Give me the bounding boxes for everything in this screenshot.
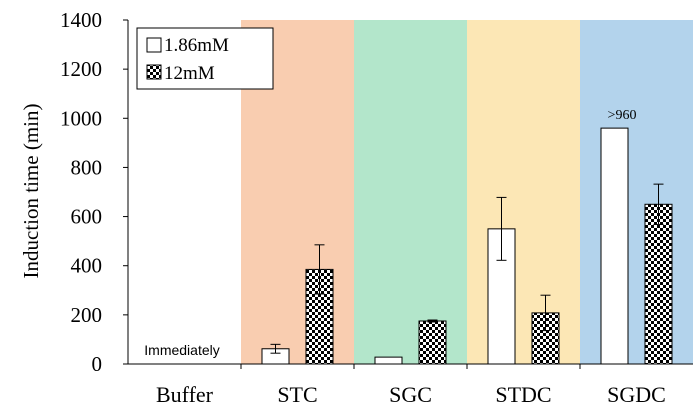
annotation-immediately: Immediately — [144, 342, 219, 358]
category-background-sgc — [354, 20, 467, 364]
y-tick-label: 800 — [71, 155, 103, 179]
x-tick-label-sgc: SGC — [389, 382, 432, 407]
legend-label-1-86mM: 1.86mM — [164, 35, 229, 56]
bar-12mM-sgdc — [645, 204, 672, 364]
y-tick-label: 1400 — [60, 8, 102, 32]
bar-12mM-sgc — [419, 321, 446, 364]
y-tick-label: 200 — [71, 303, 103, 327]
y-axis-title: Induction time (min) — [19, 104, 43, 279]
annotation-gt960: >960 — [608, 108, 637, 123]
y-tick-label: 600 — [71, 205, 103, 229]
x-tick-label-stc: STC — [277, 382, 317, 407]
y-tick-label: 0 — [92, 352, 103, 376]
category-background-sgdc — [580, 20, 693, 364]
legend: 1.86mM 12mM — [137, 28, 273, 89]
x-tick-label-stdc: STDC — [495, 382, 551, 407]
y-tick-label: 400 — [71, 254, 103, 278]
y-tick-label: 1000 — [60, 106, 102, 130]
legend-swatch-1-86mM — [147, 38, 161, 52]
bar-1-86mM-sgc — [375, 357, 402, 364]
legend-label-12mM: 12mM — [164, 63, 215, 84]
y-tick-label: 1200 — [60, 57, 102, 81]
bar-1-86mM-sgdc — [601, 128, 628, 364]
x-tick-label-sgdc: SGDC — [607, 382, 666, 407]
category-background-stdc — [467, 20, 580, 364]
legend-swatch-12mM — [147, 65, 161, 79]
x-tick-label-buffer: Buffer — [156, 382, 214, 407]
